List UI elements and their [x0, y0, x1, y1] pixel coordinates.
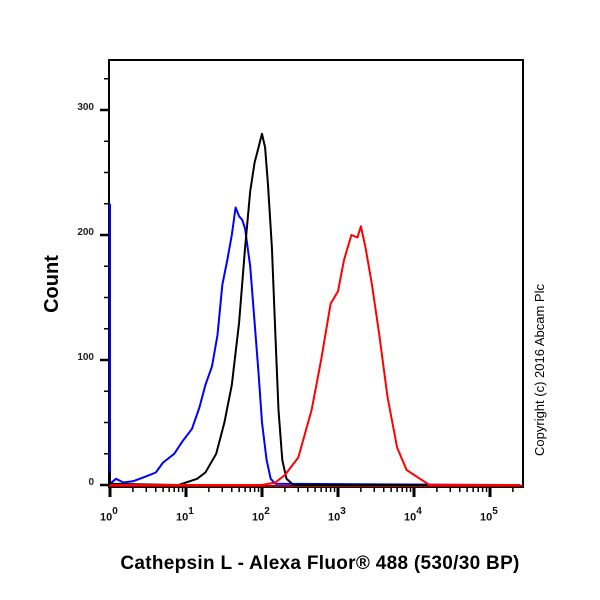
x-tick-label: 102	[252, 506, 270, 524]
x-tick-label: 100	[100, 506, 118, 524]
x-axis-label: Cathepsin L - Alexa Fluor® 488 (530/30 B…	[120, 553, 520, 574]
y-axis-label: Count	[41, 255, 63, 313]
x-tick-label: 105	[480, 506, 498, 524]
series-line	[109, 132, 521, 486]
histogram-series	[109, 132, 523, 487]
y-tick-label: 300	[77, 102, 94, 113]
x-tick-label: 104	[404, 506, 422, 524]
plot-frame	[108, 59, 524, 488]
y-axis-ticks	[100, 78, 109, 487]
y-tick-label: 100	[77, 352, 94, 363]
x-tick-label: 101	[176, 506, 194, 524]
y-tick-label: 0	[88, 477, 94, 488]
series-line	[110, 225, 521, 486]
x-axis-ticks	[108, 487, 514, 497]
copyright-notice: Copyright (c) 2016 Abcam Plc	[532, 284, 547, 456]
y-tick-label: 200	[77, 227, 94, 238]
x-tick-label: 103	[328, 506, 346, 524]
series-line	[109, 203, 521, 486]
